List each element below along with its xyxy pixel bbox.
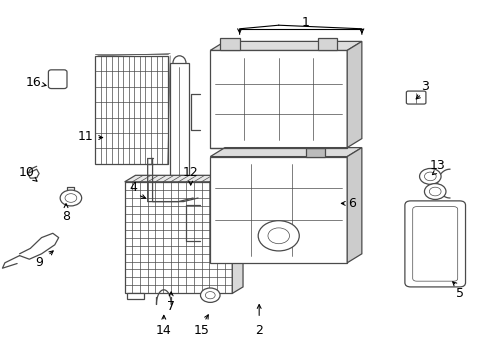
Text: 13: 13 <box>429 159 445 172</box>
Text: 1: 1 <box>301 16 309 29</box>
Text: 11: 11 <box>78 130 93 143</box>
Polygon shape <box>346 148 361 263</box>
FancyBboxPatch shape <box>48 70 67 89</box>
Polygon shape <box>232 175 243 293</box>
Circle shape <box>424 172 435 181</box>
Text: 10: 10 <box>19 166 35 179</box>
Polygon shape <box>220 38 239 50</box>
Polygon shape <box>210 148 361 157</box>
Text: 5: 5 <box>455 287 463 300</box>
Circle shape <box>428 187 440 196</box>
Circle shape <box>200 288 220 302</box>
Text: 3: 3 <box>421 80 428 93</box>
Circle shape <box>65 194 77 202</box>
Text: 7: 7 <box>167 300 175 313</box>
Polygon shape <box>210 41 361 50</box>
Polygon shape <box>307 148 332 154</box>
Bar <box>210 157 346 263</box>
Polygon shape <box>127 293 144 299</box>
Text: 2: 2 <box>255 324 263 337</box>
Text: 4: 4 <box>129 181 137 194</box>
Text: 6: 6 <box>347 197 355 210</box>
Polygon shape <box>317 38 337 50</box>
FancyBboxPatch shape <box>412 207 457 281</box>
Text: 9: 9 <box>35 256 43 269</box>
Polygon shape <box>224 148 249 154</box>
Bar <box>170 63 188 203</box>
FancyBboxPatch shape <box>404 201 465 287</box>
Text: 15: 15 <box>194 324 209 337</box>
Circle shape <box>424 184 445 199</box>
Text: 12: 12 <box>183 166 198 179</box>
Bar <box>124 182 232 293</box>
FancyBboxPatch shape <box>406 91 425 104</box>
Circle shape <box>258 221 299 251</box>
Circle shape <box>60 190 81 206</box>
Bar <box>95 56 167 164</box>
Bar <box>210 50 346 148</box>
Circle shape <box>419 168 440 184</box>
Polygon shape <box>305 148 325 157</box>
Circle shape <box>205 292 215 299</box>
Text: 8: 8 <box>62 210 70 223</box>
Polygon shape <box>346 41 361 148</box>
Text: 16: 16 <box>25 76 41 89</box>
Circle shape <box>267 228 289 244</box>
Polygon shape <box>124 175 243 182</box>
Text: 14: 14 <box>156 324 171 337</box>
